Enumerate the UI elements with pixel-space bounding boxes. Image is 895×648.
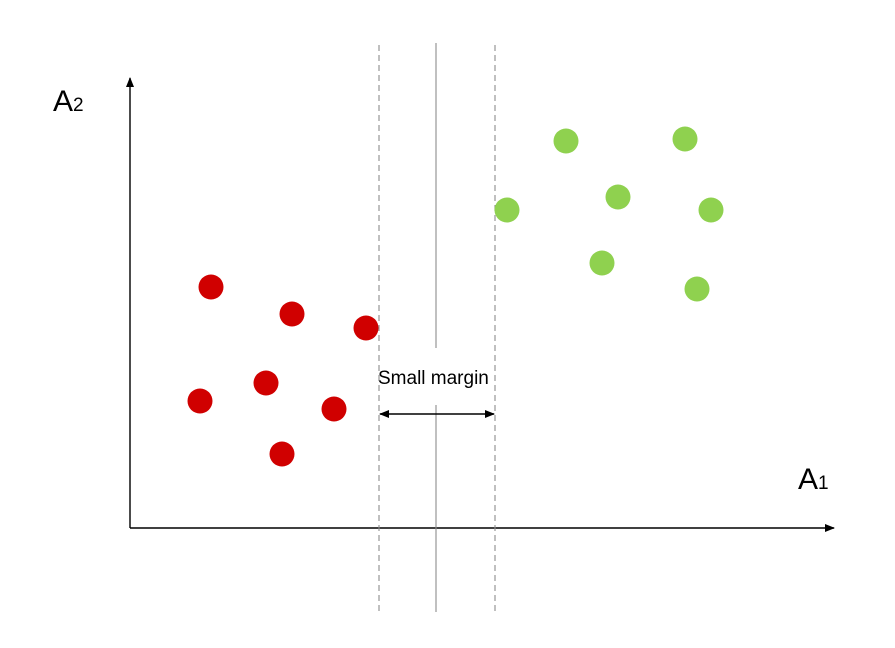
margin-label: Small margin <box>378 368 489 389</box>
red-class-point <box>353 315 379 341</box>
y-axis-label: A2 <box>53 85 84 118</box>
green-class-point <box>684 276 710 302</box>
red-class-point <box>269 441 295 467</box>
y-axis-label-sub: 2 <box>73 95 84 116</box>
data-points <box>187 126 724 467</box>
red-class-point <box>321 396 347 422</box>
green-class-point <box>553 128 579 154</box>
green-class-point <box>605 184 631 210</box>
red-class-point <box>198 274 224 300</box>
red-class-point <box>253 370 279 396</box>
y-axis-label-main: A <box>53 85 73 118</box>
green-class-point <box>672 126 698 152</box>
green-class-point <box>698 197 724 223</box>
green-class-point <box>589 250 615 276</box>
red-class-point <box>279 301 305 327</box>
red-class-point <box>187 388 213 414</box>
x-axis-label-sub: 1 <box>818 473 829 494</box>
green-class-point <box>494 197 520 223</box>
x-axis-label-main: A <box>798 463 818 496</box>
x-axis-label: A1 <box>798 463 829 496</box>
